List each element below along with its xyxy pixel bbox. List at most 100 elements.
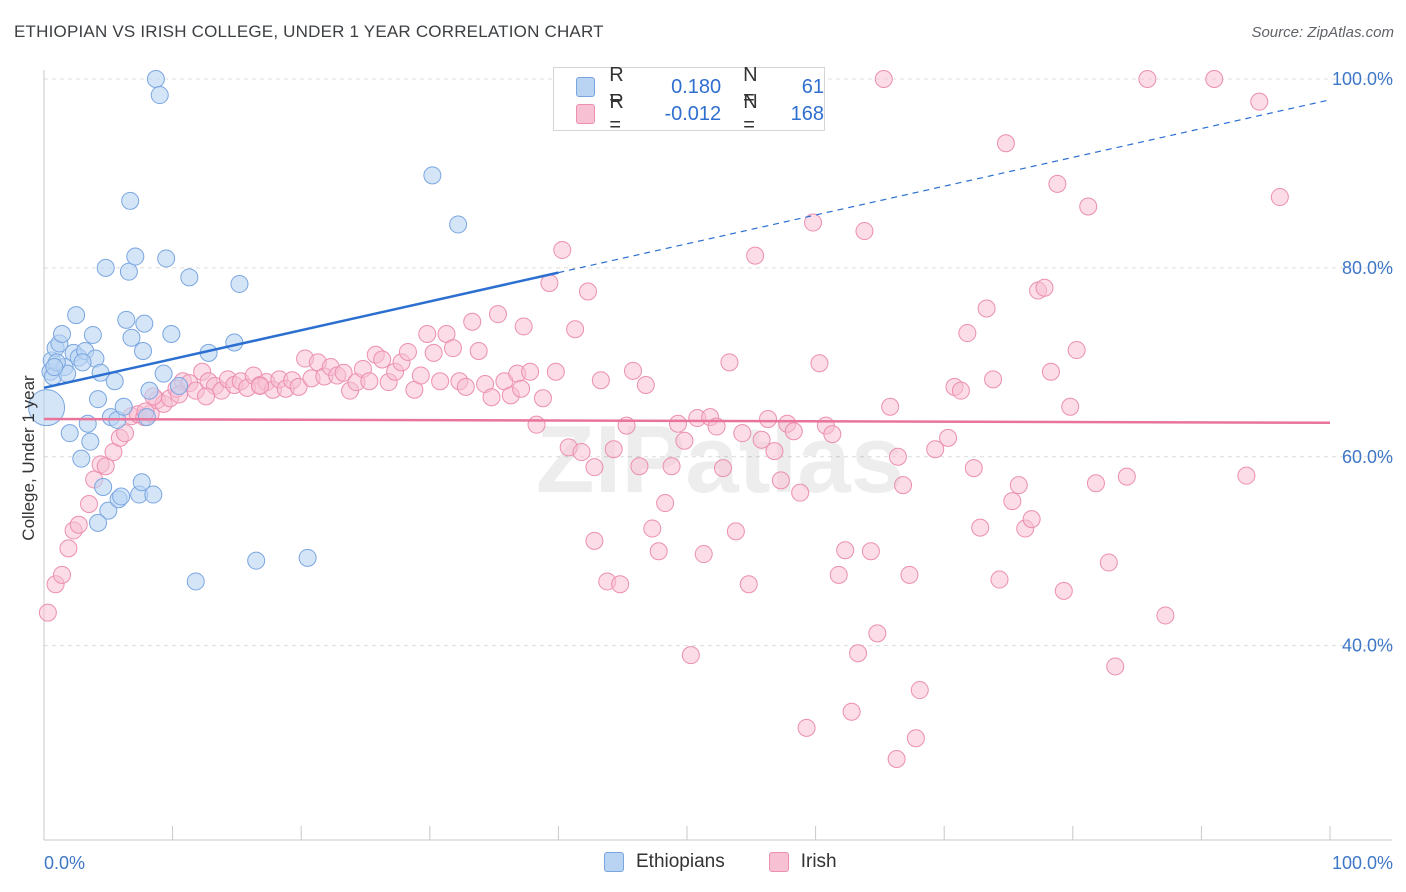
irish-point — [829, 565, 848, 584]
irish-point — [1106, 657, 1125, 676]
irish-point — [469, 342, 488, 360]
ethiopian-point — [99, 501, 118, 520]
ethiopian-point — [114, 397, 133, 416]
irish-point — [1041, 362, 1060, 381]
irish-point — [1117, 467, 1136, 486]
ethiopian-point — [94, 478, 113, 496]
irish-point — [964, 459, 983, 478]
irish-point — [906, 729, 925, 748]
ethiopian-point — [162, 325, 181, 343]
irish-point — [1270, 188, 1289, 207]
irish-trend-line — [43, 417, 1331, 425]
irish-point — [733, 424, 752, 443]
irish-swatch — [576, 104, 596, 124]
irish-point — [585, 531, 604, 550]
ethiopian-point — [154, 364, 173, 383]
ethiopian-point — [132, 473, 151, 492]
irish-point — [566, 320, 585, 339]
grid-lines — [44, 78, 1392, 647]
n-value: 61 — [801, 75, 824, 98]
irish-point — [578, 282, 597, 301]
irish-point — [868, 624, 887, 643]
n-label: N = — [743, 64, 758, 109]
irish-point — [463, 312, 482, 331]
irish-point — [1250, 92, 1269, 111]
legend-label-ethiopians: Ethiopians — [636, 851, 725, 872]
ethiopian-point — [170, 376, 189, 395]
irish-point — [720, 353, 739, 372]
irish-point — [604, 440, 623, 459]
ethiopian-point — [225, 333, 244, 352]
irish-point — [1067, 341, 1086, 360]
stats-legend-row-irish: R = -0.012 N = 168 — [576, 91, 824, 136]
irish-point — [746, 246, 765, 265]
legend-item-irish: Irish — [768, 851, 837, 873]
irish-point — [804, 213, 823, 232]
irish-point — [1048, 174, 1067, 193]
n-label: N = — [743, 91, 758, 136]
irish-point — [1079, 197, 1098, 216]
ethiopian-point — [73, 353, 92, 372]
ethiopian-point — [247, 551, 266, 570]
irish-point — [752, 430, 771, 449]
irish-point — [1237, 466, 1256, 485]
irish-point — [69, 515, 88, 534]
irish-point — [888, 447, 907, 466]
irish-point — [771, 471, 790, 490]
r-value: 0.180 — [671, 75, 722, 98]
irish-point — [1205, 70, 1224, 88]
tick-labels: 40.0% 60.0% 80.0% 100.0% 0.0% 100.0% — [44, 69, 1393, 873]
y-tick-label: 60.0% — [1342, 447, 1393, 467]
irish-point — [1022, 510, 1041, 529]
irish-point — [80, 495, 99, 513]
r-value: -0.012 — [664, 102, 722, 125]
ethiopians-swatch — [576, 77, 596, 97]
ethiopian-point — [53, 325, 72, 343]
ethiopian-point — [423, 166, 442, 185]
irish-point — [887, 750, 906, 768]
irish-point — [488, 305, 507, 324]
irish-point — [849, 644, 868, 663]
ethiopian-point — [449, 215, 468, 234]
ethiopians-swatch — [604, 852, 624, 872]
irish-point — [96, 457, 115, 476]
y-tick-label: 100.0% — [1332, 69, 1393, 89]
trend-lines — [43, 99, 1331, 425]
irish-point — [996, 134, 1015, 153]
ethiopian-point — [89, 513, 108, 532]
irish-point — [289, 377, 308, 396]
irish-point — [926, 440, 945, 459]
irish-point — [533, 389, 552, 408]
ethiopian-point — [96, 258, 115, 277]
irish-point — [398, 342, 417, 361]
irish-point — [714, 459, 733, 478]
ethiopian-point — [28, 389, 66, 427]
irish-point — [900, 565, 919, 584]
irish-point — [958, 324, 977, 343]
irish-point — [482, 388, 501, 407]
ethiopian-point — [112, 487, 131, 506]
ethiopian-point — [230, 274, 249, 293]
ethiopian-point — [60, 424, 79, 443]
irish-point — [681, 646, 700, 665]
irish-point — [512, 379, 531, 398]
irish-point — [514, 317, 533, 336]
irish-point — [739, 575, 758, 594]
irish-point — [527, 415, 546, 434]
irish-point — [668, 414, 687, 433]
irish-point — [675, 431, 694, 450]
ethiopian-trend-line — [43, 271, 559, 390]
ethiopian-point — [105, 372, 124, 391]
irish-point — [431, 372, 450, 391]
irish-point — [572, 443, 591, 462]
ethiopian-point — [134, 342, 153, 360]
ethiopian-point — [72, 449, 91, 468]
irish-point — [784, 422, 803, 441]
irish-point — [1003, 492, 1022, 511]
irish-point — [1099, 553, 1118, 572]
chart-title: ETHIOPIAN VS IRISH COLLEGE, UNDER 1 YEAR… — [14, 22, 604, 41]
irish-point — [707, 417, 726, 436]
ethiopian-point — [122, 328, 141, 347]
ethiopian-point — [45, 358, 64, 377]
